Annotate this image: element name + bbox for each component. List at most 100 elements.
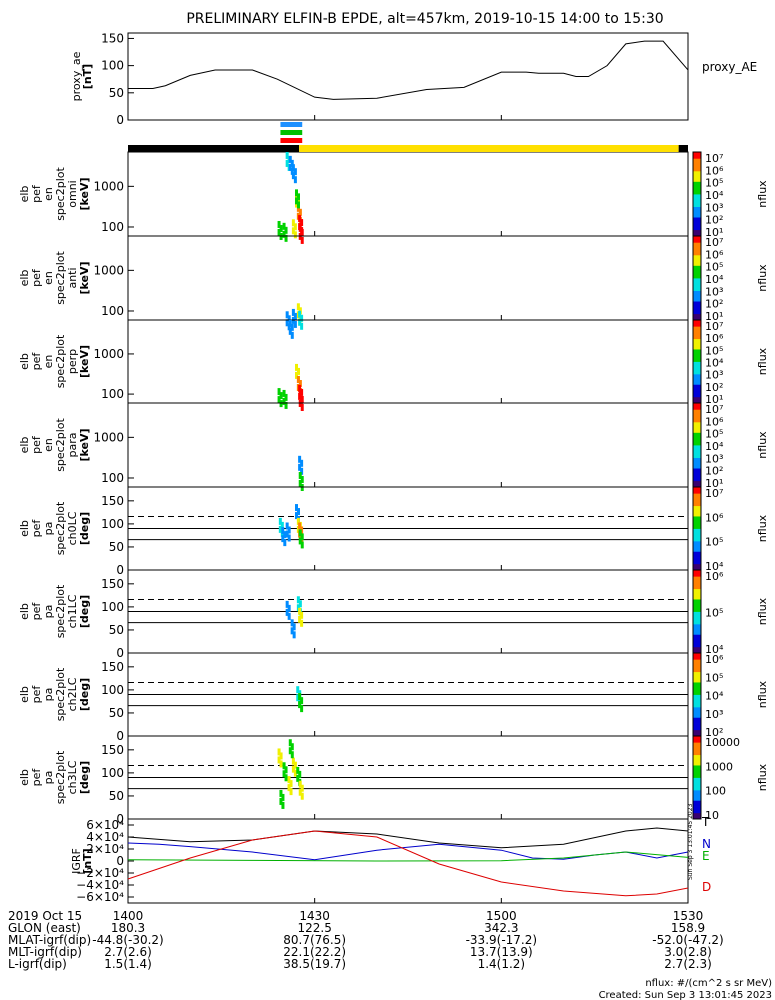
omni-colorbar-tick: 10³ — [705, 201, 723, 214]
ch0LC-colorbar-segment — [693, 553, 701, 556]
ch2LC-colorbar-label: nflux — [756, 680, 769, 708]
omni-colorbar-segment — [693, 158, 701, 161]
ch1LC-colorbar-segment — [693, 609, 701, 612]
ch0LC-colorbar-segment — [693, 530, 701, 534]
ch2LC-colorbar-segment — [693, 688, 701, 691]
igrf-legend-N: N — [702, 837, 711, 851]
ch2LC-colorbar-segment — [693, 711, 701, 714]
ch1LC-colorbar-label: nflux — [756, 597, 769, 625]
para-colorbar-segment — [693, 463, 701, 467]
omni-ylabel: spec2plot — [54, 167, 67, 221]
anti-colorbar-segment — [693, 257, 701, 260]
ch3LC-colorbar-segment — [693, 736, 701, 739]
omni-colorbar-segment — [693, 187, 701, 191]
perp-colorbar-segment — [693, 394, 701, 398]
x-tick-value: 1500 — [486, 909, 517, 923]
chart-title: PRELIMINARY ELFIN-B EPDE, alt=457km, 201… — [186, 11, 663, 27]
ch2LC-colorbar-segment — [693, 653, 701, 656]
ch0LC-spectral-cell — [297, 508, 300, 516]
x-tick-value: 1.5(1.4) — [104, 957, 152, 971]
panel-proxy_ae: 0 50 100 150 proxy_ae[nT] proxy_AE — [70, 31, 757, 127]
perp-colorbar-segment — [693, 369, 701, 373]
x-tick-value: 22.1(22.2) — [283, 945, 346, 959]
ch3LC-colorbar-segment — [693, 767, 701, 770]
proxy_ae-ytick-label: 150 — [101, 31, 124, 45]
ch1LC-colorbar-segment — [693, 576, 701, 579]
ch1LC-ytick-label: 50 — [109, 623, 124, 637]
anti-colorbar-segment — [693, 263, 701, 266]
ch0LC-colorbar-segment — [693, 505, 701, 509]
anti-colorbar-segment — [693, 250, 701, 254]
anti-ylabel: pef — [30, 268, 43, 287]
omni-ylabel: omni — [66, 180, 79, 207]
ch0LC-colorbar-segment — [693, 538, 701, 542]
perp-colorbar-segment — [693, 322, 701, 325]
ch3LC-spectral-cell — [298, 780, 302, 788]
anti-colorbar-segment — [693, 284, 701, 287]
igrf-legend-E: E — [702, 849, 710, 863]
omni-ytick-label: 1000 — [93, 179, 124, 193]
omni-colorbar-segment — [693, 183, 701, 186]
x-tick-value: 2.7(2.6) — [104, 945, 152, 959]
ch1LC-colorbar-tick: 10⁶ — [705, 570, 724, 583]
ch1LC-colorbar-segment — [693, 570, 701, 573]
perp-colorbar-segment — [693, 336, 701, 340]
ch0LC-spectral-cell — [278, 525, 282, 533]
para-ylabel: [keV] — [78, 428, 91, 461]
ch0LC-ytick-label: 0 — [116, 563, 124, 577]
para-colorbar-segment — [693, 428, 701, 431]
ch1LC-colorbar-segment — [693, 582, 701, 585]
ch0LC-spectral-cell — [298, 529, 302, 537]
ch1LC-colorbar-segment — [693, 572, 701, 575]
anti-spectral-cell — [300, 322, 304, 330]
ch0LC-colorbar-segment — [693, 547, 701, 550]
perp-colorbar-segment — [693, 340, 701, 344]
perp-spectral-cell — [296, 376, 300, 384]
igrf-legend-D: D — [702, 880, 711, 894]
ch2LC-colorbar-segment — [693, 698, 701, 702]
ch1LC-spectral-cell — [300, 619, 304, 627]
omni-colorbar-segment — [693, 223, 701, 226]
ch0LC-colorbar-segment — [693, 493, 701, 496]
ch0LC-colorbar-segment — [693, 513, 701, 517]
omni-colorbar-segment — [693, 166, 701, 170]
perp-spectral-cell — [300, 395, 304, 403]
ch1LC-spectral-cell — [285, 608, 289, 616]
igrf-legend-T: T — [701, 815, 710, 829]
ch2LC-colorbar-segment — [693, 719, 701, 722]
ch3LC-colorbar-segment — [693, 762, 701, 766]
para-colorbar-segment — [693, 453, 701, 456]
para-colorbar-segment — [693, 430, 701, 433]
ch2LC-colorbar-segment — [693, 686, 701, 689]
ch2LC-colorbar-segment — [693, 669, 701, 673]
para-colorbar-segment — [693, 449, 701, 452]
proxy_ae-ytick-label: 100 — [101, 59, 124, 73]
ch1LC-colorbar-segment — [693, 630, 701, 633]
perp-spectral-cell — [290, 331, 294, 339]
perp-colorbar-tick: 10¹ — [705, 393, 723, 406]
ch0LC-ylabel: spec2plot — [54, 501, 67, 555]
ch2LC-colorbar-tick: 10⁵ — [705, 671, 723, 684]
ch3LC-colorbar-segment — [693, 765, 701, 768]
omni-colorbar-segment — [693, 162, 701, 165]
ch3LC-ylabel: pef — [30, 768, 43, 787]
anti-colorbar-tick: 10⁶ — [705, 248, 724, 261]
ch0LC-ytick-label: 50 — [109, 540, 124, 554]
ch1LC-spectral-cell — [296, 604, 300, 612]
omni-colorbar-segment — [693, 229, 701, 233]
ch0LC-spectral-cell — [298, 537, 302, 545]
omni-colorbar-segment — [693, 179, 701, 182]
ch1LC-colorbar-segment — [693, 580, 701, 583]
ch1LC-ytick-label: 0 — [116, 646, 124, 660]
anti-colorbar-segment — [693, 271, 701, 275]
ch3LC-colorbar-frame — [692, 735, 702, 820]
IGRF-ytick-label: 4×10⁴ — [86, 830, 124, 844]
IGRF-ytick-label: 0 — [116, 854, 124, 868]
anti-colorbar-segment — [693, 317, 701, 321]
perp-colorbar-segment — [693, 390, 701, 394]
ch3LC-ylabel: pa — [42, 771, 55, 785]
ch2LC-colorbar-segment — [693, 706, 701, 710]
perp-colorbar-segment — [693, 367, 701, 371]
omni-colorbar-segment — [693, 208, 701, 212]
